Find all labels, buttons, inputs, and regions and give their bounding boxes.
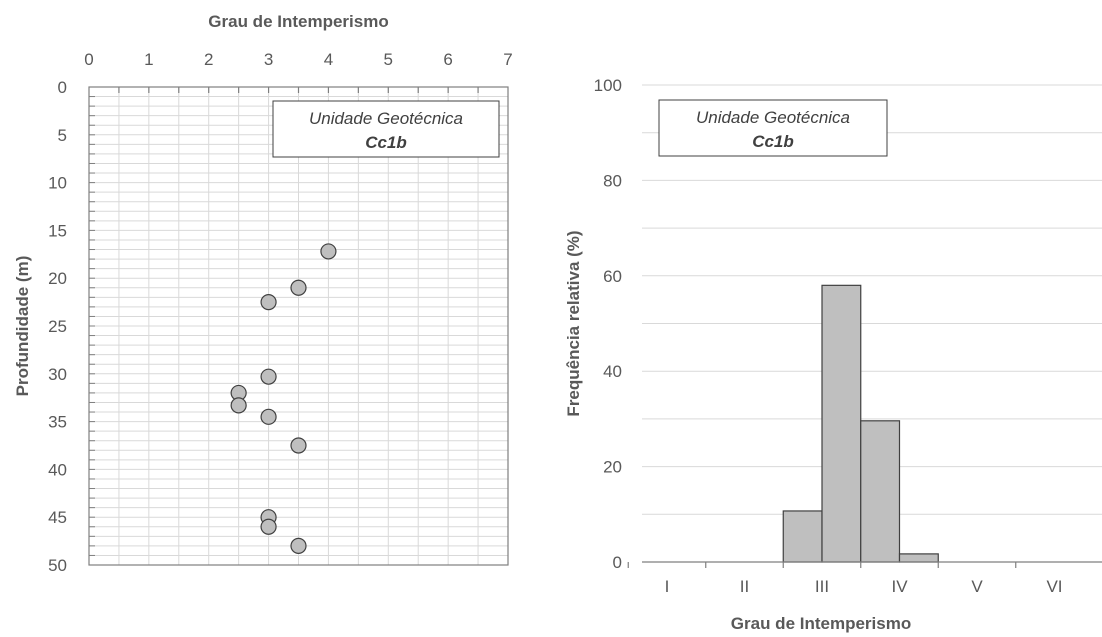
right-x-tick-label: II [740,577,749,596]
right-x-tick-labels: I II III IV V VI [665,577,1063,596]
left-x-tick-label: 7 [503,50,512,69]
left-plot-frame [88,86,509,566]
left-y-tick-label: 0 [58,78,67,97]
left-x-tick-label: 3 [264,50,273,69]
histogram-bar [821,284,862,563]
data-point [230,397,247,414]
data-point [320,243,337,260]
data-point [260,518,277,535]
right-legend-title: Unidade Geotécnica [696,108,850,127]
left-y-tick-label: 35 [48,413,67,432]
data-point [290,537,307,554]
histogram-bar [898,553,939,563]
right-x-tick-label: I [665,577,670,596]
left-x-tick-label: 1 [144,50,153,69]
left-y-tick-label: 30 [48,365,67,384]
right-y-tick-label: 60 [603,267,622,286]
left-y-tick-label: 5 [58,126,67,145]
right-y-tick-label: 80 [603,171,622,190]
right-y-tick-label: 20 [603,458,622,477]
right-legend-unit: Cc1b [752,132,794,151]
right-bars [782,284,939,563]
left-y-tick-label: 15 [48,221,67,240]
right-y-tick-label: 100 [594,76,622,95]
right-legend-box [658,99,888,157]
left-x-tick-labels: 0 1 2 3 4 5 6 7 [84,50,512,69]
left-x-axis-title: Grau de Intemperismo [208,12,388,31]
histogram-bar [860,420,901,563]
left-y-axis-title: Profundidade (m) [13,256,32,397]
left-y-tick-labels: 0 5 10 15 20 25 30 35 40 45 50 [48,78,67,575]
left-legend: Unidade Geotécnica Cc1b [272,100,500,158]
right-y-axis-title: Frequência relativa (%) [564,230,583,416]
left-y-tick-label: 45 [48,508,67,527]
right-x-tick-label: IV [891,577,908,596]
right-x-axis-title: Grau de Intemperismo [731,614,911,633]
left-y-tick-label: 20 [48,269,67,288]
data-point [260,368,277,385]
right-x-tick-label: III [815,577,829,596]
right-ticks [627,562,1017,568]
histogram-bar [782,510,823,563]
data-point [290,279,307,296]
left-x-tick-label: 2 [204,50,213,69]
left-x-tick-label: 5 [384,50,393,69]
left-x-tick-label: 0 [84,50,93,69]
left-x-tick-label: 6 [443,50,452,69]
right-x-tick-label: V [971,577,983,596]
left-y-tick-label: 25 [48,317,67,336]
right-x-tick-label: VI [1046,577,1062,596]
left-points [230,243,337,554]
right-y-tick-label: 40 [603,362,622,381]
data-point [290,437,307,454]
left-x-tick-label: 4 [324,50,333,69]
left-legend-unit: Cc1b [365,133,407,152]
left-ticks [89,87,479,556]
right-y-tick-labels: 0 20 40 60 80 100 [594,76,622,572]
left-y-tick-label: 50 [48,556,67,575]
left-y-tick-label: 10 [48,174,67,193]
left-legend-title: Unidade Geotécnica [309,109,463,128]
left-y-tick-label: 40 [48,460,67,479]
left-legend-box [272,100,500,158]
left-grid [89,87,508,565]
data-point [260,294,277,311]
right-grid [642,84,1102,515]
right-legend: Unidade Geotécnica Cc1b [658,99,888,157]
right-y-tick-label: 0 [613,553,622,572]
data-point [260,408,277,425]
